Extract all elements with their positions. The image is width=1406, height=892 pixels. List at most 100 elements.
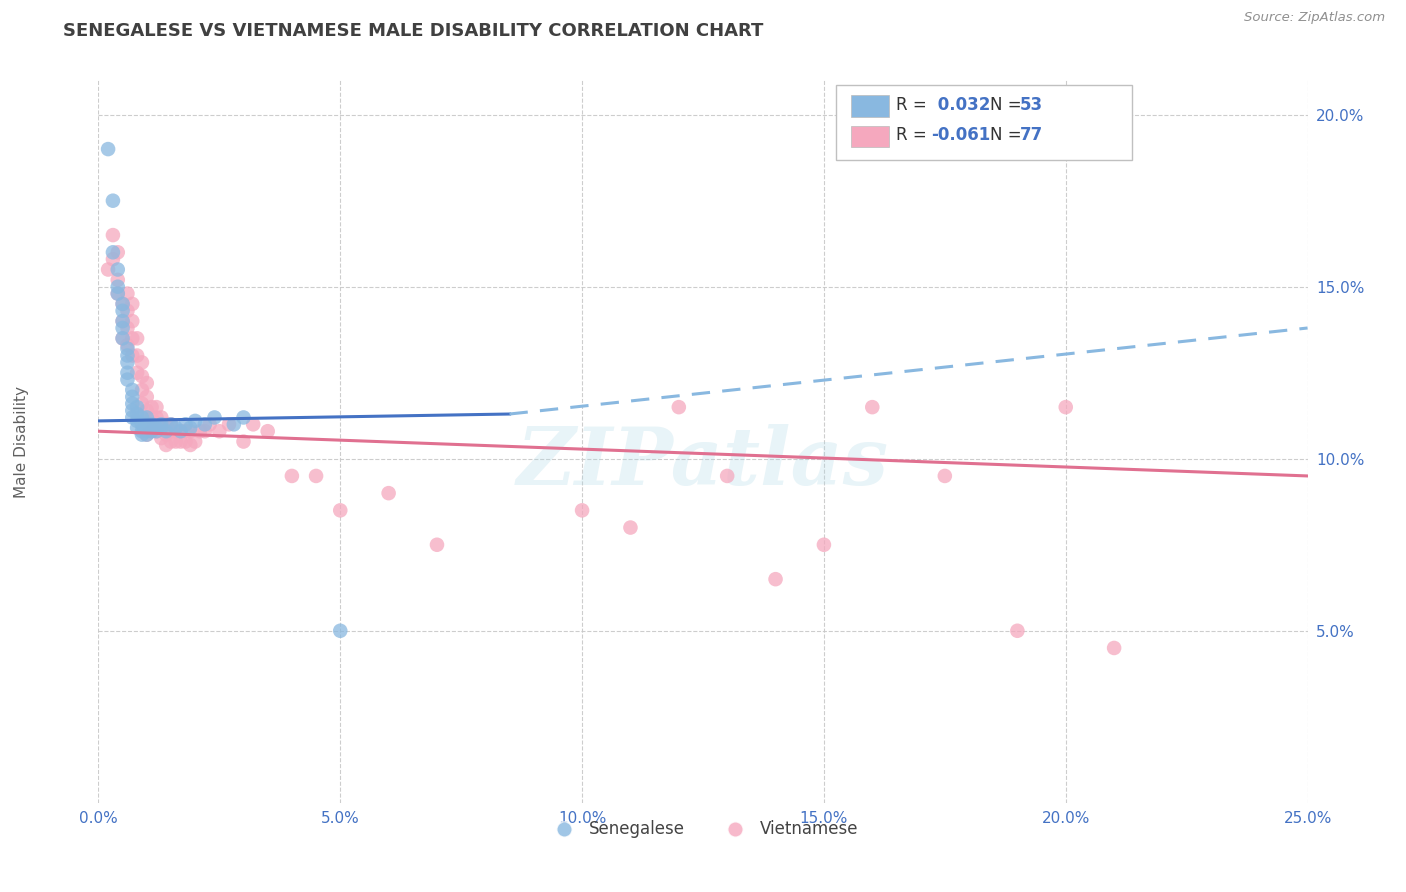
Point — [135, 376, 157, 390]
Point — [127, 414, 149, 428]
Point — [111, 297, 134, 311]
Point — [141, 410, 163, 425]
Point — [101, 252, 124, 267]
Point — [165, 434, 187, 449]
Point — [329, 503, 352, 517]
Text: -0.061: -0.061 — [932, 126, 991, 145]
Point — [131, 355, 153, 369]
Point — [150, 417, 173, 432]
Point — [174, 434, 197, 449]
Point — [127, 407, 149, 421]
Point — [127, 421, 149, 435]
Point — [135, 417, 157, 432]
Point — [117, 373, 139, 387]
Point — [242, 417, 264, 432]
Point — [111, 297, 134, 311]
Point — [141, 424, 163, 438]
Point — [169, 424, 191, 438]
Point — [145, 421, 167, 435]
Point — [131, 427, 153, 442]
Point — [150, 410, 173, 425]
Point — [131, 410, 153, 425]
Point — [160, 417, 183, 432]
Point — [145, 410, 167, 425]
Point — [135, 417, 157, 432]
Point — [174, 424, 197, 438]
Point — [145, 400, 167, 414]
Point — [377, 486, 399, 500]
Point — [131, 397, 153, 411]
Point — [198, 417, 221, 432]
Point — [860, 400, 883, 414]
Point — [174, 417, 197, 432]
Text: N =: N = — [990, 126, 1026, 145]
Point — [101, 245, 124, 260]
Point — [329, 624, 352, 638]
Point — [1102, 640, 1125, 655]
Point — [117, 321, 139, 335]
Point — [150, 421, 173, 435]
Point — [232, 434, 254, 449]
Point — [155, 424, 177, 438]
Point — [111, 314, 134, 328]
Point — [97, 262, 120, 277]
Point — [155, 417, 177, 432]
Point — [135, 427, 157, 442]
Point — [111, 303, 134, 318]
Point — [117, 286, 139, 301]
FancyBboxPatch shape — [851, 126, 889, 147]
Point — [121, 314, 143, 328]
Point — [1007, 624, 1029, 638]
FancyBboxPatch shape — [837, 85, 1132, 160]
Point — [121, 410, 143, 425]
Point — [107, 286, 129, 301]
Point — [101, 194, 124, 208]
Point — [121, 331, 143, 345]
Point — [117, 342, 139, 356]
Point — [934, 469, 956, 483]
Point — [169, 434, 191, 449]
Point — [117, 349, 139, 363]
Point — [165, 421, 187, 435]
Text: 0.032: 0.032 — [932, 95, 990, 114]
Text: R =: R = — [897, 126, 932, 145]
Point — [145, 424, 167, 438]
Point — [716, 469, 738, 483]
Point — [765, 572, 787, 586]
Point — [135, 403, 157, 417]
Point — [127, 331, 149, 345]
Point — [121, 383, 143, 397]
Point — [169, 424, 191, 438]
Text: 77: 77 — [1019, 126, 1043, 145]
Point — [194, 424, 217, 438]
Legend: Senegalese, Vietnamese: Senegalese, Vietnamese — [541, 814, 865, 845]
Point — [117, 338, 139, 352]
Point — [813, 538, 835, 552]
FancyBboxPatch shape — [851, 95, 889, 117]
Point — [135, 390, 157, 404]
Point — [111, 314, 134, 328]
Point — [141, 400, 163, 414]
Point — [204, 410, 226, 425]
Point — [150, 431, 173, 445]
Point — [150, 421, 173, 435]
Point — [141, 421, 163, 435]
Point — [127, 349, 149, 363]
Point — [256, 424, 278, 438]
Point — [135, 424, 157, 438]
Point — [145, 424, 167, 438]
Point — [165, 424, 187, 438]
Point — [111, 331, 134, 345]
Point — [571, 503, 593, 517]
Point — [281, 469, 304, 483]
Point — [117, 303, 139, 318]
Point — [135, 421, 157, 435]
Point — [121, 297, 143, 311]
Point — [1054, 400, 1077, 414]
Text: 53: 53 — [1019, 95, 1043, 114]
Point — [218, 417, 240, 432]
Point — [155, 438, 177, 452]
Point — [426, 538, 449, 552]
Point — [135, 427, 157, 442]
Point — [107, 279, 129, 293]
